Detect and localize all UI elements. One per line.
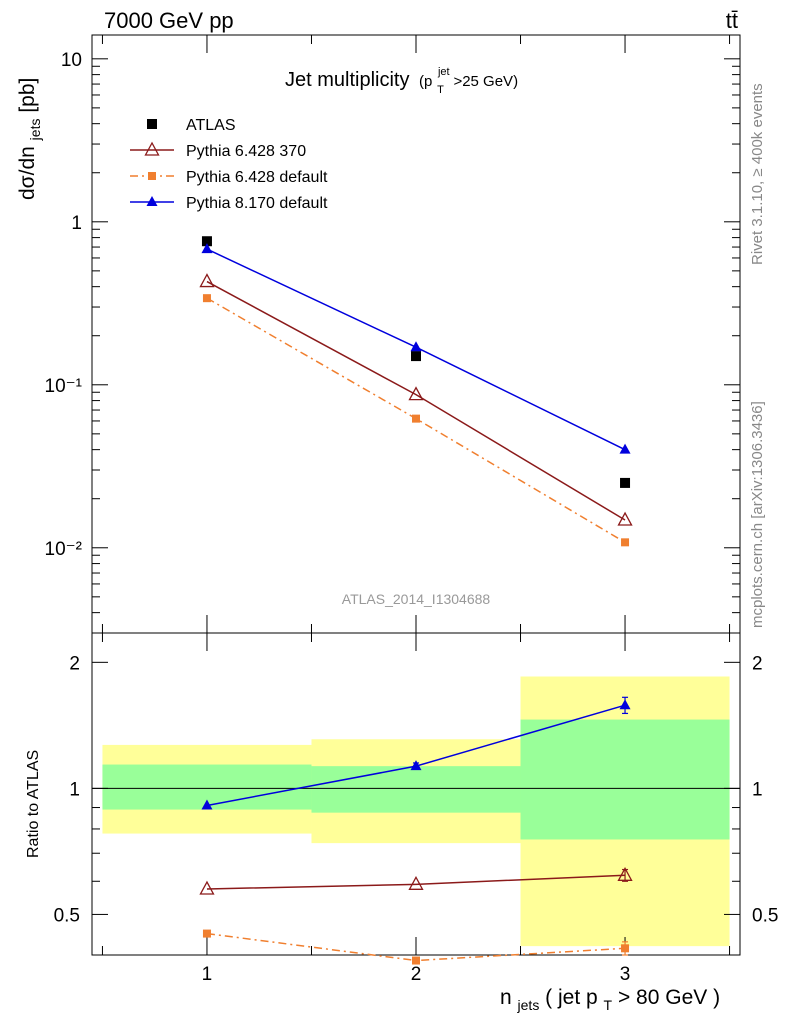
ratio-ytick-label-left: 2 <box>69 653 80 674</box>
main-data-point <box>621 538 630 547</box>
legend-marker <box>147 119 157 129</box>
legend-marker <box>144 141 160 156</box>
ratio-data-point <box>412 956 420 965</box>
ratio-data-point <box>410 760 422 771</box>
main-data-point <box>201 236 212 247</box>
main-data-point <box>410 341 422 352</box>
ratio-ytick-label-right: 1 <box>752 779 763 800</box>
xlabel-sub: jets <box>517 997 540 1013</box>
ratio-ytick-label-right: 0.5 <box>752 905 778 926</box>
main-data-point <box>408 386 424 401</box>
ratio-data-point <box>201 799 213 810</box>
xlabel-mid: ( jet p <box>545 986 598 1009</box>
main-axis-ticks: 10 1 10⁻¹ 10⁻² <box>45 35 740 634</box>
main-ylabel-unit: [pb] <box>16 78 39 113</box>
legend-marker <box>146 196 158 206</box>
ratio-axis-ticks: 2 2 1 1 0.5 0.5 1 2 3 <box>54 633 778 985</box>
ratio-data-point <box>202 929 211 938</box>
main-data-point <box>412 414 420 423</box>
main-ytick-label: 10 <box>61 50 82 71</box>
process-label: tt̄ <box>726 8 738 33</box>
main-ytick-label: 1 <box>71 213 82 234</box>
main-ytick-label: 10⁻¹ <box>45 376 83 397</box>
main-data-point <box>617 511 633 526</box>
ratio-ylabel: Ratio to ATLAS <box>25 750 42 858</box>
ratio-data-layer <box>199 696 633 965</box>
main-ylabel-sub: jets <box>27 119 43 142</box>
main-series-line <box>206 280 626 521</box>
ratio-xtick-label: 2 <box>411 964 422 985</box>
main-ylabel: dσ/dn jets [pb] <box>16 78 45 200</box>
legend-label: Pythia 6.428 default <box>186 169 328 186</box>
ratio-xtick-label: 1 <box>202 964 213 985</box>
xlabel-rest: > 80 GeV ) <box>618 986 720 1009</box>
mcplots-label: mcplots.cern.ch [arXiv:1306.3436] <box>749 401 766 628</box>
ratio-uncertainty-bands <box>102 676 730 947</box>
ratio-data-point <box>621 944 630 953</box>
ratio-data-point <box>619 699 631 710</box>
legend: ATLAS Pythia 6.428 370 Pythia 6.428 defaul… <box>130 117 328 212</box>
legend-label: ATLAS <box>186 117 236 134</box>
ratio-ytick-label-left: 1 <box>69 779 80 800</box>
main-data-point <box>620 477 631 488</box>
energy-label: 7000 GeV pp <box>104 8 234 33</box>
ratio-ytick-label-right: 2 <box>752 653 763 674</box>
ratio-ytick-label-left: 0.5 <box>54 905 80 926</box>
main-title-rest: >25 GeV) <box>453 73 518 90</box>
main-data-point <box>619 443 631 454</box>
main-title-sup: jet <box>437 66 450 78</box>
ratio-xlabel: n jets ( jet p T > 80 GeV ) <box>500 986 720 1015</box>
main-data-point <box>199 273 215 288</box>
ratio-series-line <box>206 874 626 890</box>
xlabel-sub2: T <box>604 997 613 1013</box>
main-data-point <box>411 351 421 362</box>
legend-label: Pythia 8.170 default <box>186 195 328 212</box>
analysis-watermark: ATLAS_2014_I1304688 <box>342 591 491 607</box>
main-title-sub: T <box>437 84 444 96</box>
ratio-data-point <box>617 866 633 881</box>
main-title-paren: (p <box>419 73 432 90</box>
xlabel-text: n <box>500 986 512 1009</box>
legend-marker <box>148 172 156 180</box>
main-ylabel-text: dσ/dn <box>16 146 39 200</box>
main-title: Jet multiplicity (p jet T >25 GeV) <box>285 58 518 98</box>
legend-label: Pythia 6.428 370 <box>186 143 306 160</box>
main-ytick-label: 10⁻² <box>45 539 83 560</box>
ratio-inner-band <box>520 719 730 840</box>
rivet-label: Rivet 3.1.10, ≥ 400k events <box>749 83 766 265</box>
ratio-data-point <box>408 875 424 890</box>
ratio-xtick-label: 3 <box>620 964 631 985</box>
main-data-layer <box>199 236 633 547</box>
ratio-inner-band <box>311 766 521 813</box>
main-data-point <box>201 243 213 254</box>
main-data-point <box>202 294 211 303</box>
ratio-data-point <box>199 880 215 895</box>
main-title-text: Jet multiplicity <box>285 69 409 91</box>
